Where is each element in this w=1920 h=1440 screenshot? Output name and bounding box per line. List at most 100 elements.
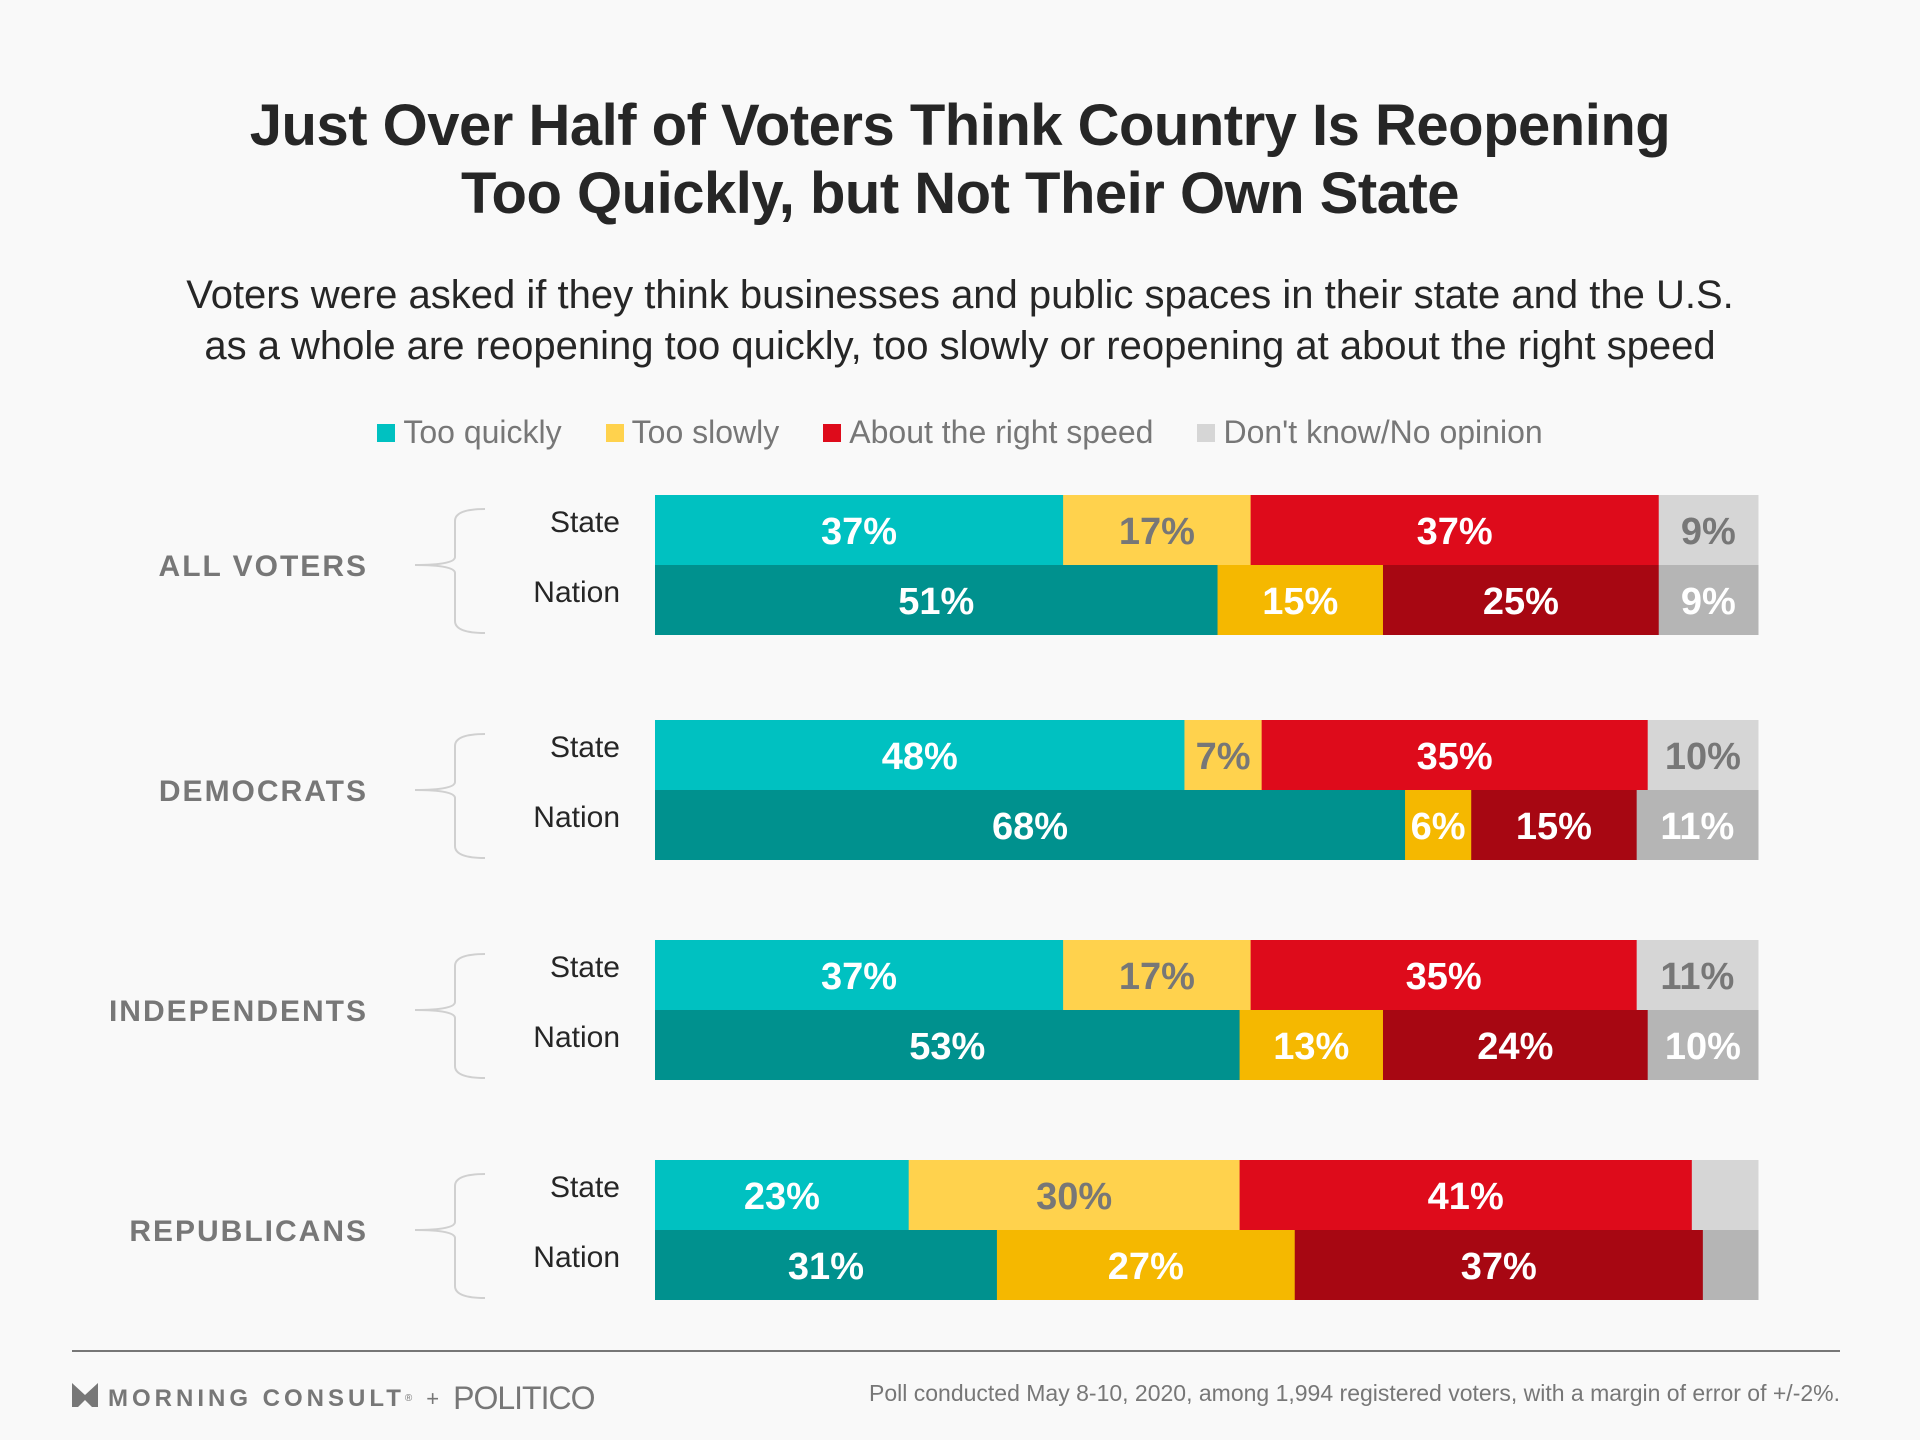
data-label: 31% xyxy=(788,1246,864,1288)
data-label: 25% xyxy=(1483,581,1559,623)
group-label: INDEPENDENTS xyxy=(109,995,368,1028)
poll-methodology-note: Poll conducted May 8-10, 2020, among 1,9… xyxy=(869,1380,1840,1406)
legend-swatch xyxy=(377,423,396,442)
data-label: 30% xyxy=(1036,1176,1112,1218)
data-label: 53% xyxy=(909,1026,985,1068)
legend: Too quickly Too slowly About the right s… xyxy=(0,414,1920,451)
group-label: REPUBLICANS xyxy=(129,1215,368,1248)
chart-title-line1: Just Over Half of Voters Think Country I… xyxy=(249,93,1671,158)
group-brace xyxy=(414,733,486,859)
row-label-nation: Nation xyxy=(533,1241,620,1274)
data-label: 17% xyxy=(1119,511,1195,553)
bar-segment xyxy=(1382,565,1660,635)
group-brace xyxy=(414,953,486,1079)
group-brace xyxy=(414,508,486,634)
bar-segment xyxy=(655,495,1064,565)
bar-segment xyxy=(1382,1010,1649,1080)
bar-segment xyxy=(1647,720,1759,790)
footer-divider xyxy=(72,1350,1840,1352)
bar-segment xyxy=(655,1160,910,1230)
legend-item-too-quickly: Too quickly xyxy=(377,414,562,451)
data-label: 35% xyxy=(1406,956,1482,998)
data-label: 27% xyxy=(1108,1246,1184,1288)
bar-segment xyxy=(655,1230,998,1300)
chart-title-line2: Too Quickly, but Not Their Own State xyxy=(460,161,1460,226)
bar-segment xyxy=(1239,1010,1384,1080)
bar-segment xyxy=(1063,940,1252,1010)
data-label: 15% xyxy=(1516,806,1592,848)
morning-consult-brand: MORNING CONSULT xyxy=(108,1384,405,1412)
data-label: 68% xyxy=(992,806,1068,848)
legend-swatch xyxy=(823,423,842,442)
legend-label: Too quickly xyxy=(403,414,562,450)
row-label-state: State xyxy=(550,1171,620,1204)
bar-segment xyxy=(655,1010,1241,1080)
legend-label: Too slowly xyxy=(631,414,780,450)
data-label: 6% xyxy=(1411,806,1466,848)
data-label: 37% xyxy=(821,511,897,553)
bar-segment xyxy=(1658,565,1759,635)
bar-segment xyxy=(1063,495,1252,565)
legend-item-too-slowly: Too slowly xyxy=(605,414,780,451)
data-label: 9% xyxy=(1681,511,1736,553)
data-label: 11% xyxy=(1660,956,1734,998)
bar-segment xyxy=(996,1230,1296,1300)
bar-segment xyxy=(1405,790,1472,860)
data-label: 17% xyxy=(1119,956,1195,998)
bar-segment xyxy=(1250,940,1638,1010)
data-label: 24% xyxy=(1477,1026,1553,1068)
row-label-state: State xyxy=(550,951,620,984)
registered-mark: ® xyxy=(404,1393,413,1404)
bar-segment xyxy=(1691,1160,1759,1230)
legend-swatch xyxy=(605,423,624,442)
data-label: 51% xyxy=(898,581,974,623)
bar-segment xyxy=(1702,1230,1759,1300)
legend-swatch xyxy=(1197,423,1216,442)
group-brace xyxy=(414,1173,486,1299)
chart-subtitle-line2: as a whole are reopening too quickly, to… xyxy=(204,324,1716,368)
data-label: 37% xyxy=(821,956,897,998)
bar-segment xyxy=(1647,1010,1759,1080)
data-label: 15% xyxy=(1262,581,1338,623)
data-label: 7% xyxy=(1196,736,1251,778)
row-label-nation: Nation xyxy=(533,801,620,834)
bar-segment xyxy=(1471,790,1638,860)
bar-segment xyxy=(1217,565,1384,635)
bar-segment xyxy=(1239,1160,1693,1230)
bar-segment xyxy=(908,1160,1241,1230)
bar-segment xyxy=(1636,790,1759,860)
row-label-state: State xyxy=(550,506,620,539)
bar-segment xyxy=(1261,720,1649,790)
chart-title: Just Over Half of Voters Think Country I… xyxy=(0,92,1920,228)
group-label: ALL VOTERS xyxy=(159,550,368,583)
bar-segment xyxy=(655,940,1064,1010)
data-label: 10% xyxy=(1665,1026,1741,1068)
group-label: DEMOCRATS xyxy=(159,775,368,808)
data-label: 11% xyxy=(1660,806,1734,848)
bar-segment xyxy=(1184,720,1263,790)
data-label: 37% xyxy=(1461,1246,1537,1288)
bar-segment xyxy=(1658,495,1759,565)
legend-item-right-speed: About the right speed xyxy=(823,414,1153,451)
bar-segment xyxy=(655,720,1185,790)
chart-subtitle: Voters were asked if they think business… xyxy=(0,270,1920,372)
data-label: 13% xyxy=(1273,1026,1349,1068)
data-label: 9% xyxy=(1681,581,1736,623)
data-label: 35% xyxy=(1417,736,1493,778)
bar-segment xyxy=(655,790,1406,860)
data-label: 10% xyxy=(1665,736,1741,778)
row-label-nation: Nation xyxy=(533,1021,620,1054)
bar-segment xyxy=(1636,940,1759,1010)
bar-segment xyxy=(655,565,1219,635)
data-label: 41% xyxy=(1428,1176,1504,1218)
row-label-nation: Nation xyxy=(533,576,620,609)
data-label: 48% xyxy=(882,736,958,778)
plus-sign: + xyxy=(426,1385,440,1411)
legend-item-dont-know: Don't know/No opinion xyxy=(1197,414,1543,451)
chart-subtitle-line1: Voters were asked if they think business… xyxy=(186,273,1734,317)
data-label: 37% xyxy=(1417,511,1493,553)
bar-segment xyxy=(1250,495,1660,565)
legend-label: Don't know/No opinion xyxy=(1223,414,1543,450)
legend-label: About the right speed xyxy=(849,414,1154,450)
